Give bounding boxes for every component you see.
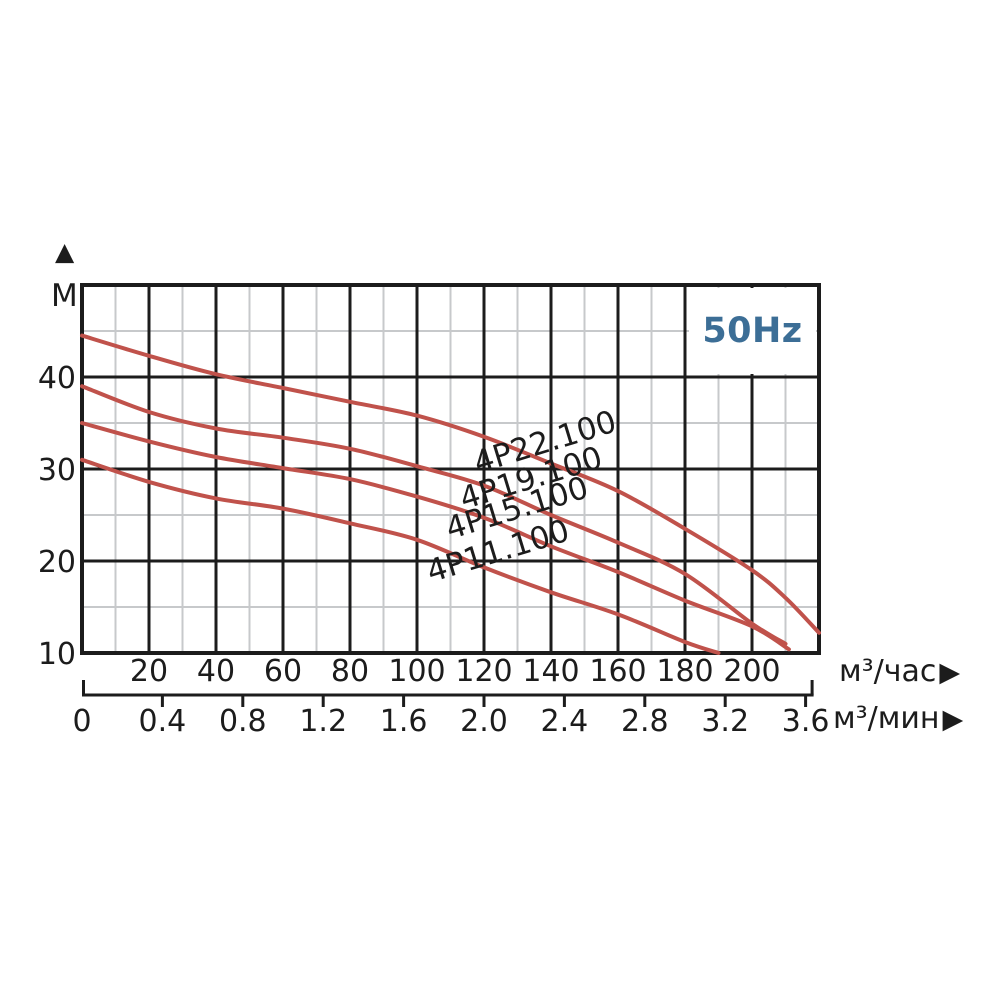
y-axis-up-arrow-icon: ▲ [55,237,75,266]
x-hour-tick-label: 100 [388,654,445,689]
x-hour-tick-label: 140 [522,654,579,689]
x-axis-hour-unit-label: м³/час ▶ [839,654,961,690]
x-min-tick-label: 0 [72,704,91,739]
x-min-tick-label: 1.2 [299,704,347,739]
y-tick-label: 40 [38,361,76,396]
curve-4P15.100 [80,421,791,652]
y-tick-label: 30 [38,453,76,488]
x-hour-tick-label: 180 [656,654,713,689]
min-unit-text: м³/мин [833,701,940,736]
right-arrow-icon: ▶ [942,703,964,735]
x-min-tick-label: 3.2 [701,704,749,739]
x-hour-tick-label: 160 [589,654,646,689]
x-hour-tick-label: 80 [331,654,369,689]
y-axis-unit-label: M [51,278,78,314]
x-min-tick-label: 2.0 [460,704,508,739]
curve-4P22.100 [80,333,821,635]
x-hour-tick-label: 200 [723,654,780,689]
x-min-tick-label: 2.4 [541,704,589,739]
x-hour-tick-label: 20 [130,654,168,689]
plot-frame [80,283,821,655]
right-arrow-icon: ▶ [939,656,961,688]
frequency-badge: 50Hz [689,288,816,374]
x-hour-tick-label: 60 [264,654,302,689]
curve-4P11.100 [80,457,721,655]
hour-unit-text: м³/час [839,654,937,689]
x-min-tick-label: 1.6 [380,704,428,739]
x-min-tick-label: 0.8 [219,704,267,739]
x-min-tick-label: 2.8 [621,704,669,739]
x-min-tick-label: 3.6 [782,704,830,739]
y-tick-label: 20 [38,545,76,580]
x-axis-min-unit-label: м³/мин ▶ [833,701,964,737]
y-tick-label: 10 [38,637,76,672]
x-min-tick-label: 0.4 [139,704,187,739]
x-hour-tick-label: 120 [455,654,512,689]
curve-4P19.100 [80,384,788,646]
x-hour-tick-label: 40 [197,654,235,689]
frequency-badge-label: 50Hz [702,310,803,351]
